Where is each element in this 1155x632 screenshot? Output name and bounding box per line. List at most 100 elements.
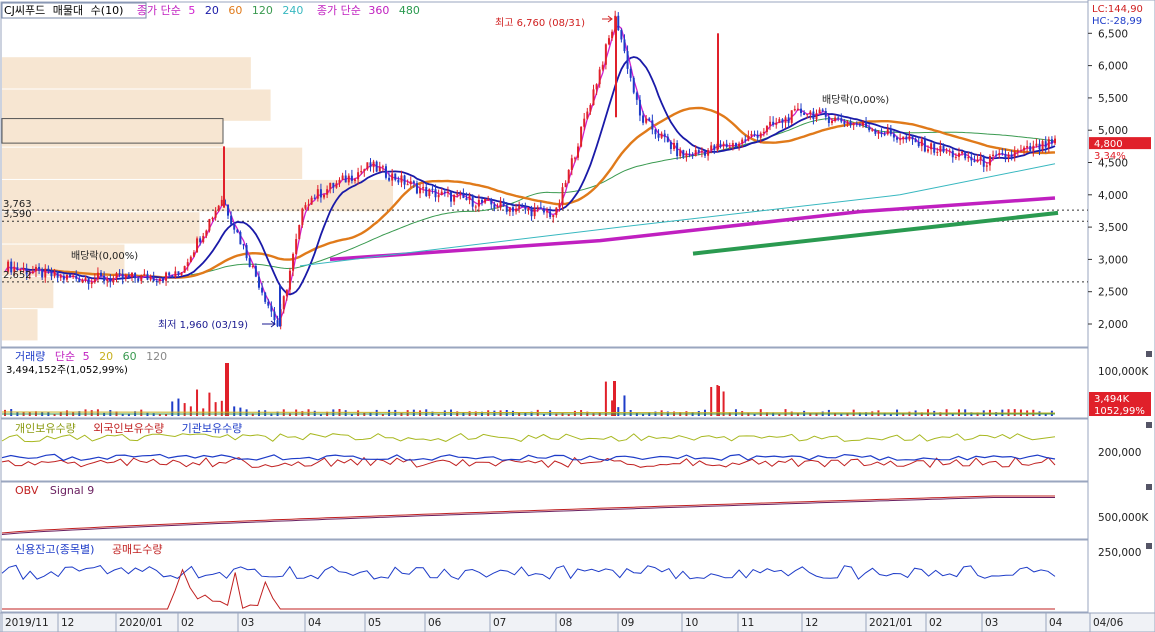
volume-bar-140 [437, 413, 440, 416]
candle-body-148 [462, 193, 465, 199]
price-tick-label-5: 4,000 [1098, 190, 1128, 202]
dividend-annotation-2: 배당락(0,00%) [822, 94, 889, 106]
candle-body-204 [635, 92, 638, 100]
candle-body-282 [877, 132, 880, 134]
candle-body-188 [586, 111, 589, 119]
candle-body-70 [220, 199, 223, 206]
volume-legend[interactable]: 거래량 단순 5 20 60 120 [15, 350, 167, 363]
candle-body-74 [233, 224, 236, 230]
volume-bar-174 [542, 413, 545, 416]
volume-bar-270 [840, 413, 843, 416]
time-label-3: 02 [181, 617, 194, 629]
candle-body-21 [69, 274, 72, 278]
title-box-frame [1, 2, 147, 19]
candle-body-321 [998, 152, 1001, 156]
volume-bar-28 [90, 410, 93, 416]
current-price-tag-bg [1089, 137, 1151, 150]
candle-body-79 [248, 258, 251, 267]
volume-bar-0 [4, 409, 6, 416]
level-label-2: 3,590 [3, 209, 32, 220]
holdings-legend[interactable]: 개인보유수량 외국인보유수량 기관보유수량 [15, 422, 242, 435]
volume-bar-182 [567, 413, 570, 416]
candle-body-244 [759, 133, 762, 138]
pane-marker-0 [1146, 351, 1152, 357]
ma-period-120: 120 [252, 4, 273, 17]
candle-body-236 [734, 143, 737, 147]
volume-pct-tag: 1052,99% [1094, 406, 1145, 417]
candle-body-130 [406, 184, 409, 186]
volume-bar-212 [660, 410, 663, 416]
volume-bar-286 [889, 413, 892, 416]
price-tick-label-4: 4,500 [1098, 158, 1128, 170]
volume-profile-bar-3 [2, 147, 303, 179]
candle-body-147 [459, 193, 462, 195]
candle-body-181 [564, 182, 567, 188]
candle-body-32 [103, 275, 106, 281]
candle-body-17 [56, 271, 59, 278]
chart-title-box[interactable]: CJ씨푸드 매물대 수(10) 종가 단순 5 20 60 120 240 종가… [4, 4, 420, 17]
volume-bar-196 [611, 400, 614, 416]
time-label-5: 04 [308, 617, 322, 629]
candle-body-187 [583, 118, 586, 127]
volume-bar-20 [65, 410, 68, 416]
candle-body-200 [623, 39, 626, 52]
candle-body-326 [1013, 151, 1016, 157]
candle-body-125 [391, 173, 394, 181]
candle-body-325 [1010, 154, 1013, 157]
candle-body-83 [261, 287, 264, 293]
candle-body-183 [570, 158, 573, 170]
chart-title: CJ씨푸드 [4, 4, 45, 17]
candle-body-214 [666, 136, 669, 142]
profile-count: 수(10) [91, 4, 124, 17]
ma-period-5: 5 [188, 4, 195, 17]
candle-body-289 [899, 139, 902, 141]
short-sale-line [2, 568, 1055, 610]
candle-body-126 [394, 173, 397, 180]
time-label-18: 04/06 [1093, 617, 1124, 629]
credit-legend[interactable]: 신용잔고(종목별) 공매도수량 [15, 543, 163, 556]
candle-body-251 [781, 119, 784, 123]
candle-body-238 [741, 139, 744, 144]
candle-body-269 [837, 117, 840, 119]
candle-body-165 [515, 208, 518, 212]
candle-body-278 [865, 122, 868, 128]
volume-bar-40 [127, 413, 130, 416]
candle-body-42 [134, 272, 137, 279]
volume-bar-162 [505, 409, 508, 416]
candle-body-106 [332, 182, 335, 188]
obv-series-1: OBV [15, 484, 39, 497]
candle-body-218 [679, 150, 682, 157]
candle-body-323 [1004, 153, 1007, 159]
candle-body-259 [806, 114, 809, 116]
candle-body-117 [366, 162, 369, 170]
credit-balance-line [1, 564, 1056, 581]
volume-bar-38 [121, 413, 124, 416]
candle-body-18 [59, 275, 62, 278]
volume-bar-80 [251, 413, 254, 416]
candle-body-15 [50, 271, 53, 277]
candle-body-8 [28, 273, 31, 275]
volume-readout: 3,494,152주(1,052,99%) [6, 365, 128, 376]
candle-body-14 [47, 268, 50, 272]
candle-body-223 [694, 150, 697, 157]
candle-body-283 [880, 132, 883, 135]
volume-bar-54 [171, 401, 174, 416]
obv-legend[interactable]: OBV Signal 9 [15, 484, 94, 497]
candle-body-111 [347, 175, 350, 183]
candle-body-202 [629, 68, 632, 78]
candle-body-338 [1050, 139, 1053, 144]
candle-body-309 [961, 151, 964, 154]
candle-body-252 [784, 117, 787, 123]
candle-body-293 [911, 136, 914, 140]
candle-body-64 [202, 235, 205, 243]
candle-body-281 [874, 129, 877, 134]
ma-line-360 [329, 196, 1056, 262]
candle-body-253 [787, 117, 790, 123]
candle-body-337 [1047, 139, 1050, 148]
candle-body-265 [824, 111, 827, 117]
candle-body-52 [165, 272, 168, 281]
candle-body-243 [756, 134, 759, 138]
